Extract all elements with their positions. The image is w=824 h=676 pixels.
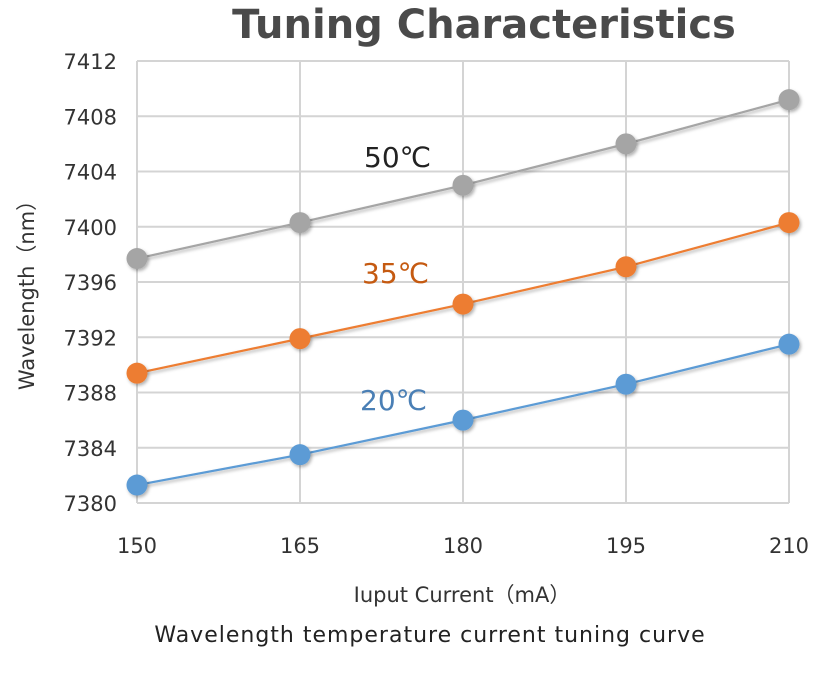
data-point — [615, 256, 637, 278]
y-tick-label: 7396 — [64, 271, 117, 295]
data-point — [452, 409, 474, 431]
data-point — [778, 333, 800, 355]
x-tick-label: 195 — [606, 534, 646, 558]
y-axis-label: Wavelength（nm） — [15, 190, 39, 390]
series-label-50c: 50℃ — [364, 141, 431, 174]
series-label-20c: 20℃ — [360, 384, 427, 417]
data-point — [452, 174, 474, 196]
chart-caption: Wavelength temperature current tuning cu… — [154, 623, 705, 648]
data-point — [126, 362, 148, 384]
x-tick-label: 180 — [443, 534, 483, 558]
y-tick-label: 7384 — [64, 437, 117, 461]
data-point — [126, 474, 148, 496]
y-tick-label: 7408 — [64, 105, 117, 129]
x-tick-label: 210 — [769, 534, 809, 558]
chart-title: Tuning Characteristics — [232, 2, 736, 48]
y-tick-label: 7404 — [64, 161, 117, 185]
y-tick-label: 7392 — [64, 326, 117, 350]
series-1 — [126, 212, 800, 384]
series-2 — [126, 333, 800, 496]
y-tick-label: 7412 — [64, 50, 117, 74]
y-tick-label: 7380 — [64, 492, 117, 516]
data-point — [452, 293, 474, 315]
y-axis-ticks: 7380 7384 7388 7392 7396 7400 7404 7408 7412 — [64, 50, 117, 516]
data-point — [615, 133, 637, 155]
series-label-35c: 35℃ — [362, 257, 429, 290]
grid — [136, 60, 790, 504]
x-tick-label: 150 — [117, 534, 157, 558]
series-labels: 50℃ 35℃ 20℃ — [360, 141, 431, 417]
data-point — [778, 212, 800, 234]
data-point — [778, 89, 800, 111]
series-0 — [126, 89, 800, 270]
y-tick-label: 7388 — [64, 382, 117, 406]
x-axis-label: Iuput Current（mA） — [354, 583, 571, 607]
x-axis-ticks: 150 165 180 195 210 — [117, 534, 809, 558]
series — [126, 89, 800, 496]
x-tick-label: 165 — [280, 534, 320, 558]
data-point — [289, 328, 311, 350]
data-point — [289, 444, 311, 466]
y-tick-label: 7400 — [64, 216, 117, 240]
data-point — [126, 248, 148, 270]
data-point — [615, 373, 637, 395]
data-point — [289, 212, 311, 234]
